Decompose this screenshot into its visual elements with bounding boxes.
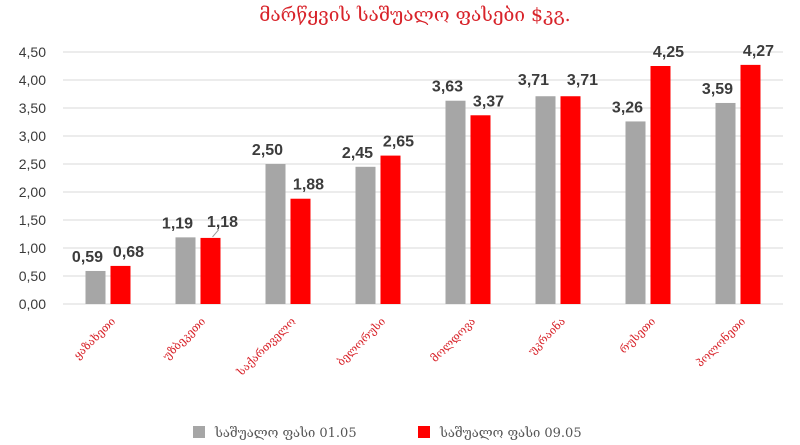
category-label: საქართველო [234,315,298,379]
data-label-series2: 3,71 [567,72,598,89]
legend: საშუალო ფასი 01.05 საშუალო ფასი 09.05 [193,426,582,441]
data-label-series2: 0,68 [113,244,144,261]
bar-series1 [175,237,196,304]
legend-swatch [193,426,205,438]
y-tick-label: 2,50 [19,156,46,172]
data-label-series1: 3,63 [432,79,463,96]
data-label-series2: 3,37 [473,93,504,110]
y-tick-label: 3,50 [19,100,46,116]
gridlines [63,51,783,305]
data-label-series1: 2,45 [342,145,373,162]
data-label-series2: 2,65 [383,134,414,151]
bar-series2 [200,237,221,304]
y-tick-label: 4,00 [19,72,46,88]
bar-series1 [265,164,286,304]
data-label-series2: 4,27 [743,43,774,60]
bars [85,64,761,305]
data-label-series1: 2,50 [252,142,283,159]
bar-series2 [470,115,491,304]
y-tick-label: 0,50 [19,268,46,284]
y-tick-label: 3,00 [19,128,46,144]
bar-series1 [355,166,376,304]
legend-label: საშუალო ფასი 09.05 [439,426,582,441]
bar-series2 [560,96,581,305]
bar-series2 [650,66,671,304]
y-axis: 0,00 0,50 1,00 1,50 2,00 2,50 3,00 3,50 4,00 4,50 [19,44,783,312]
bar-series1 [715,102,736,305]
bar-series1 [85,270,106,304]
category-label: რუსეთი [617,315,658,356]
data-label-series1: 0,59 [72,249,103,266]
leader-line [212,229,219,238]
category-label: მოლდოვა [428,315,478,365]
bar-series2 [290,198,311,304]
data-label-series1: 3,71 [518,72,549,89]
bar-series1 [625,121,646,304]
data-label-series1: 1,19 [162,215,193,232]
category-label: უკრაინა [526,315,569,358]
bar-series2 [110,265,131,304]
category-label: პოლონეთი [693,315,748,370]
bar-series2 [740,64,761,304]
category-label: უზბეკეთი [160,315,208,363]
data-label-series2: 1,88 [293,177,324,194]
x-axis-categories: ყაზახეთი უზბეკეთი საქართველო ბელორუსი მოლდოვ… [71,315,748,379]
data-label-series2: 4,25 [653,44,684,61]
y-tick-label: 2,00 [19,184,46,200]
legend-label: საშუალო ფასი 01.05 [214,426,357,441]
data-label-series1: 3,59 [702,81,733,98]
bar-series1 [535,96,556,305]
category-label: ყაზახეთი [71,315,118,362]
y-tick-label: 0,00 [19,296,46,312]
bar-series2 [380,155,401,304]
data-label-series2: 1,18 [207,214,238,231]
y-tick-label: 1,50 [19,212,46,228]
chart-title: მარწყვის საშუალო ფასები $კგ. [259,4,570,26]
y-tick-label: 4,50 [19,44,46,60]
bar-series1 [445,100,466,304]
data-label-series1: 3,26 [612,99,643,116]
y-tick-label: 1,00 [19,240,46,256]
legend-swatch [418,426,430,438]
category-label: ბელორუსი [334,315,388,369]
data-labels: 0,59 0,68 1,19 1,18 2,50 1,88 2,45 2,65 3,63 3,37… [72,43,774,266]
